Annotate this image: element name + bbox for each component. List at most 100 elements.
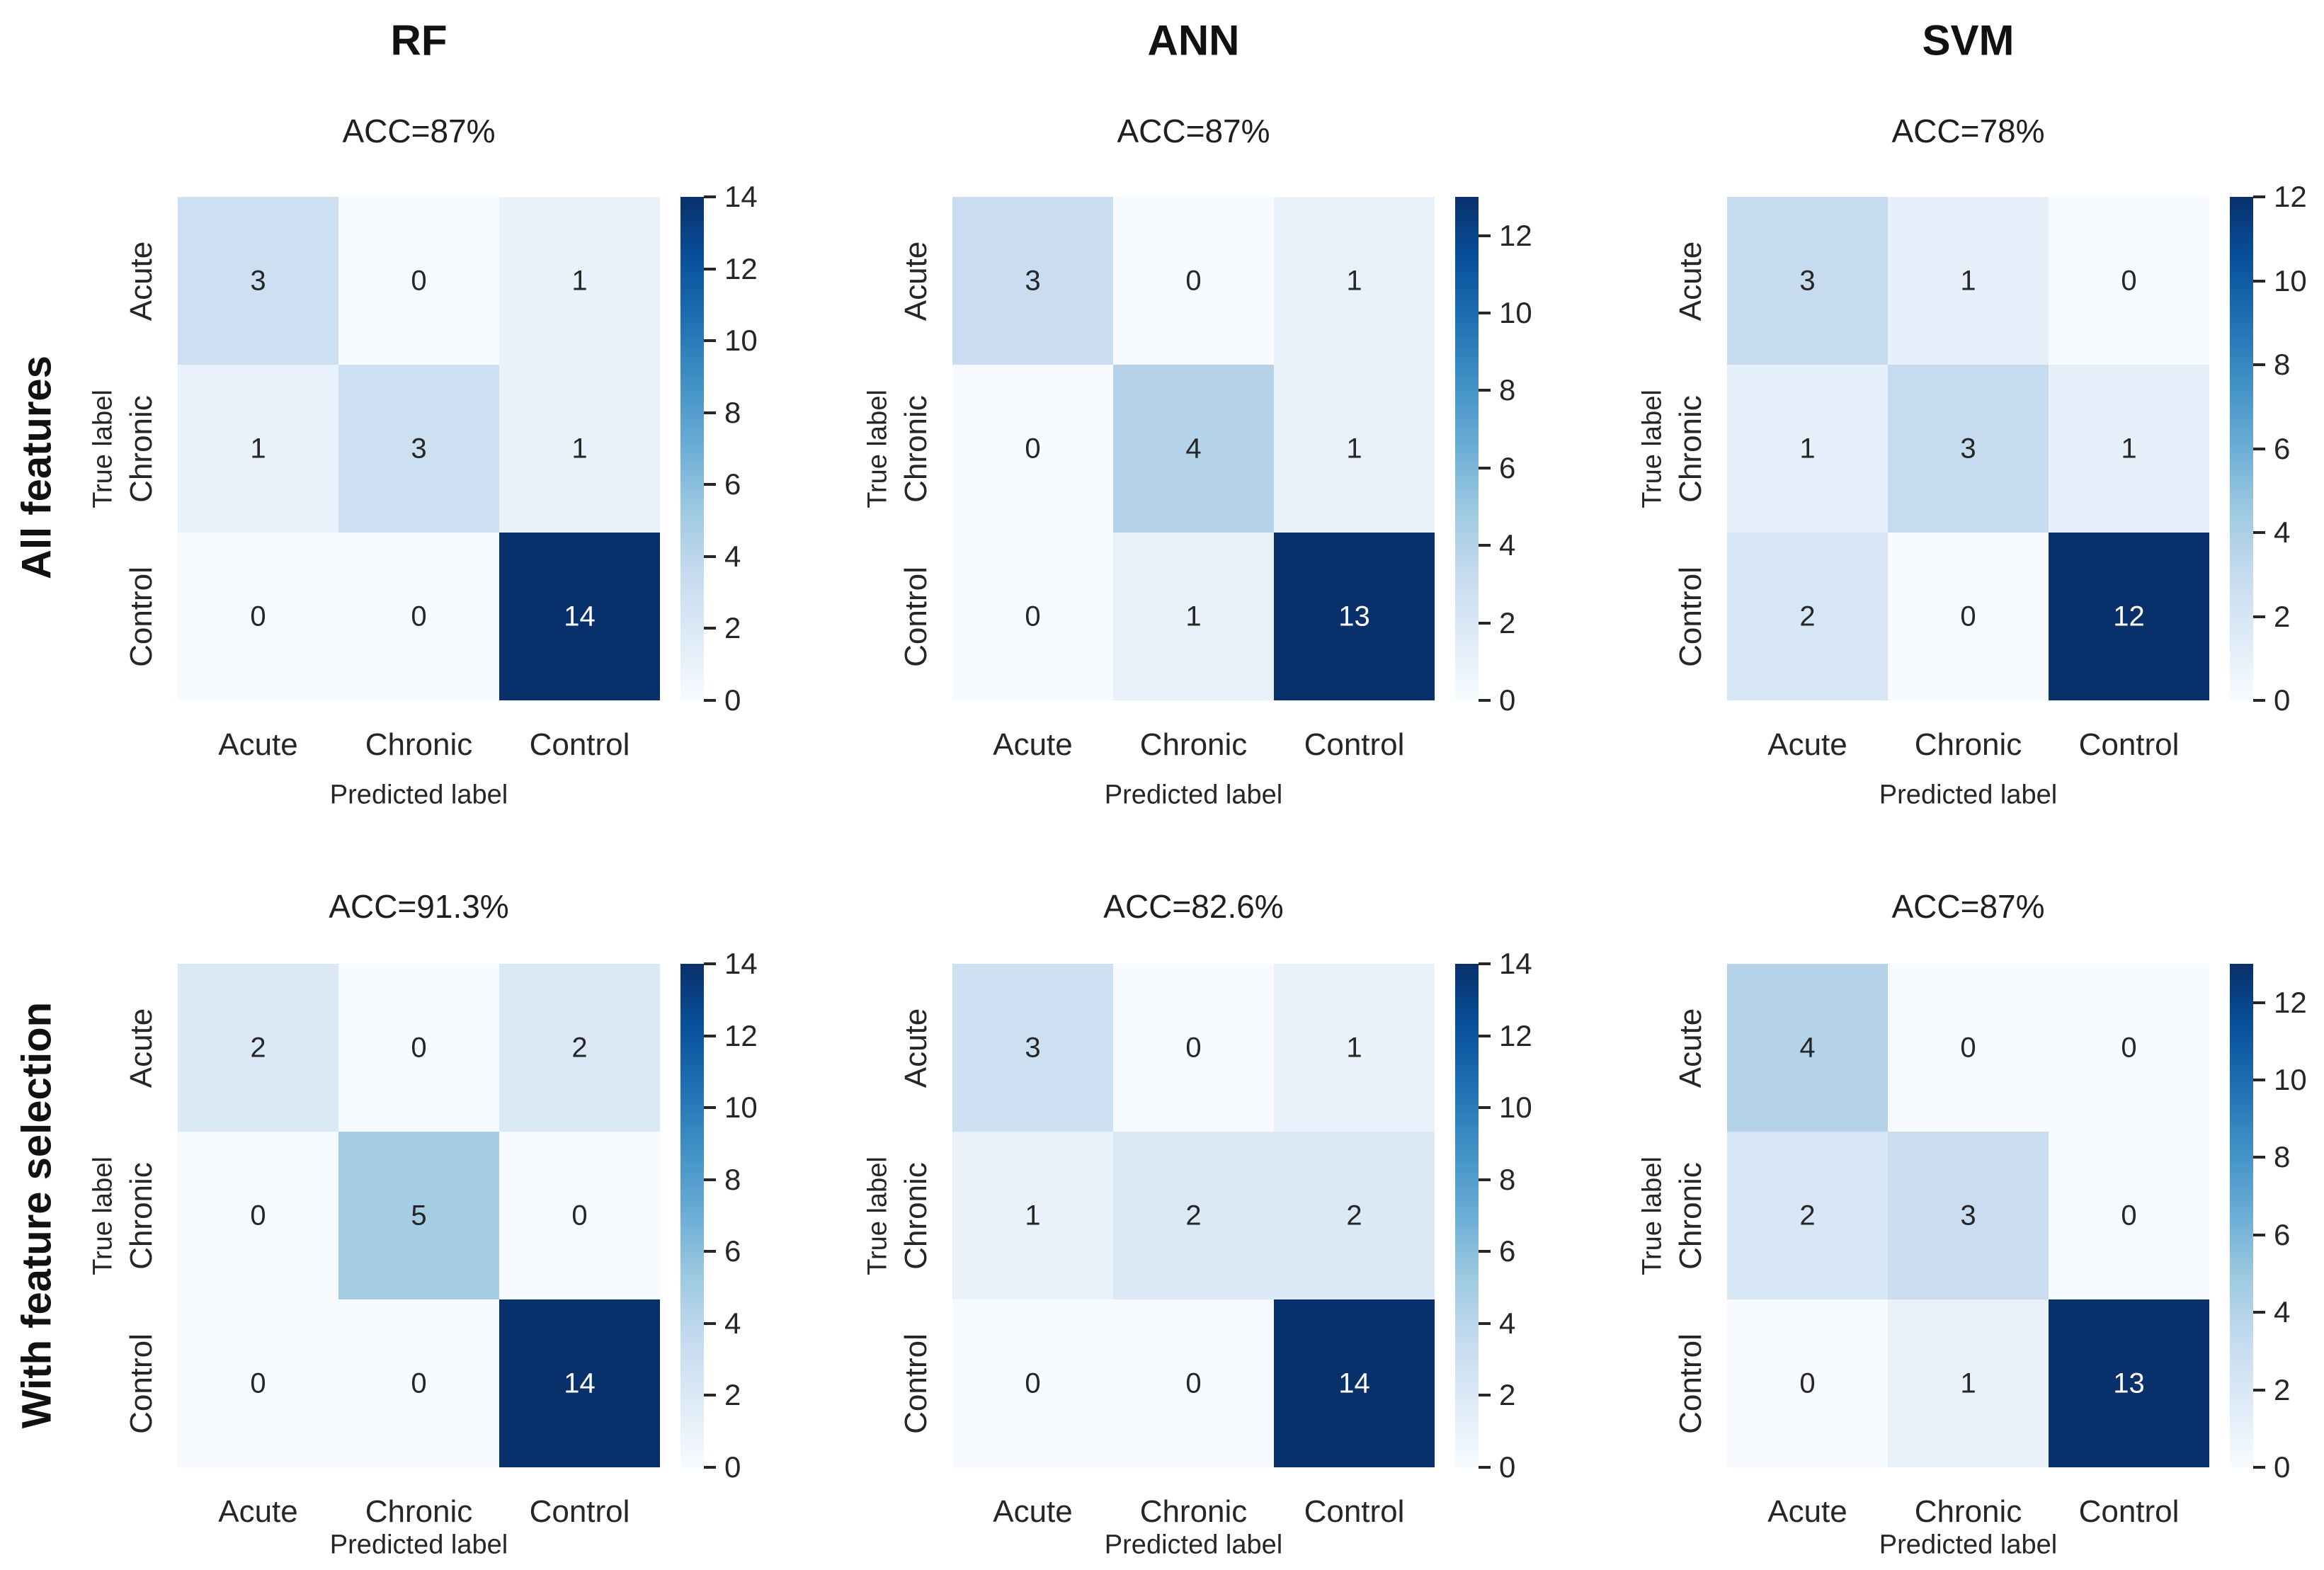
colorbar-tick-label: 10 xyxy=(724,324,758,358)
cell-value: 2 xyxy=(1799,601,1816,632)
colorbar-tick-label: 12 xyxy=(1499,1018,1532,1052)
heatmap-cell-acute-control: 0 xyxy=(2049,197,2209,365)
x-tick-label-chronic: Chronic xyxy=(1914,727,2022,762)
heatmap-cell-chronic-chronic: 5 xyxy=(338,1132,499,1299)
cell-value: 1 xyxy=(1346,1032,1362,1063)
cell-value: 0 xyxy=(1185,1032,1202,1063)
panel-title: RF xyxy=(390,16,448,64)
cell-value: 0 xyxy=(250,601,266,632)
heatmap-cell-control-acute: 0 xyxy=(178,533,338,700)
panel-ann-all-features: ANN ACC=87% 3 0 1 0 4 1 0 1 13 Acute Chronic Control T… xyxy=(775,0,1549,810)
cell-value: 2 xyxy=(571,1032,588,1063)
colorbar-tick-label: 4 xyxy=(724,539,741,573)
y-tick-label-control: Control xyxy=(899,566,933,667)
colorbar-tick xyxy=(1479,1106,1491,1110)
colorbar-tick xyxy=(2253,615,2265,618)
heatmap-cell-chronic-chronic: 2 xyxy=(1113,1132,1274,1299)
colorbar-tick-label: 8 xyxy=(2274,348,2291,381)
y-axis-title: True label xyxy=(88,389,118,508)
heatmap-cell-acute-acute: 3 xyxy=(178,197,338,365)
confusion-matrix-heatmap: 3 0 1 1 2 2 0 0 14 xyxy=(952,964,1435,1467)
y-axis-title: True label xyxy=(862,1156,893,1275)
colorbar-tick xyxy=(704,1250,716,1253)
cell-value: 14 xyxy=(564,601,596,632)
heatmap-cell-chronic-control: 1 xyxy=(499,365,660,533)
colorbar-tick xyxy=(704,483,716,487)
y-tick-label-control: Control xyxy=(124,566,159,667)
heatmap-cell-control-chronic: 0 xyxy=(338,1299,499,1467)
colorbar-tick-label: 8 xyxy=(724,395,741,429)
cell-value: 0 xyxy=(1025,433,1041,464)
colorbar-tick xyxy=(1479,962,1491,965)
y-tick-label-acute: Acute xyxy=(899,241,933,321)
heatmap-cell-acute-chronic: 0 xyxy=(1888,964,2049,1132)
cell-value: 14 xyxy=(564,1367,596,1399)
heatmap-cell-chronic-acute: 1 xyxy=(1727,365,1888,533)
colorbar-tick-label: 12 xyxy=(724,1018,758,1052)
cell-value: 0 xyxy=(2121,265,2137,296)
heatmap-cell-acute-acute: 4 xyxy=(1727,964,1888,1132)
colorbar-tick-label: 12 xyxy=(1499,218,1532,252)
y-tick-label-acute: Acute xyxy=(1673,241,1708,321)
x-axis-title: Predicted label xyxy=(329,1530,508,1560)
cell-value: 14 xyxy=(1338,1367,1370,1399)
panel-title: SVM xyxy=(1922,16,2015,64)
cell-value: 0 xyxy=(571,1200,588,1231)
colorbar-tick-label: 8 xyxy=(724,1162,741,1196)
colorbar-tick-label: 0 xyxy=(1499,1450,1516,1484)
heatmap-cell-acute-acute: 2 xyxy=(178,964,338,1132)
heatmap-cell-chronic-chronic: 3 xyxy=(338,365,499,533)
colorbar-tick xyxy=(704,339,716,343)
x-axis-title: Predicted label xyxy=(329,780,508,810)
heatmap-cell-chronic-acute: 1 xyxy=(178,365,338,533)
colorbar-tick-label: 6 xyxy=(2274,1217,2291,1251)
colorbar xyxy=(1455,964,1479,1467)
x-axis-title: Predicted label xyxy=(1879,1530,2058,1560)
colorbar-tick-label: 10 xyxy=(724,1091,758,1125)
colorbar-tick-label: 4 xyxy=(2274,1295,2291,1329)
colorbar xyxy=(680,197,704,700)
colorbar-tick xyxy=(704,1178,716,1181)
colorbar-tick xyxy=(704,1106,716,1110)
colorbar-tick-label: 8 xyxy=(1499,1162,1516,1196)
colorbar-tick xyxy=(1479,234,1491,237)
y-tick-label-acute: Acute xyxy=(124,241,159,321)
colorbar-tick xyxy=(704,1321,716,1325)
cell-value: 1 xyxy=(250,433,266,464)
colorbar-tick xyxy=(2253,1311,2265,1314)
heatmap-cell-control-acute: 0 xyxy=(1727,1299,1888,1467)
colorbar-tick-label: 0 xyxy=(724,1450,741,1484)
colorbar-tick xyxy=(1479,1394,1491,1397)
colorbar-tick xyxy=(2253,195,2265,198)
heatmap-cell-chronic-chronic: 3 xyxy=(1888,365,2049,533)
heatmap-cell-chronic-control: 1 xyxy=(2049,365,2209,533)
heatmap-cell-acute-acute: 3 xyxy=(952,197,1113,365)
heatmap-cell-chronic-control: 0 xyxy=(499,1132,660,1299)
colorbar-tick xyxy=(1479,544,1491,547)
x-tick-label-chronic: Chronic xyxy=(365,727,473,762)
cell-value: 1 xyxy=(1799,433,1816,464)
colorbar-tick xyxy=(2253,363,2265,366)
heatmap-cell-acute-control: 1 xyxy=(1274,964,1435,1132)
cell-value: 0 xyxy=(1025,1367,1041,1399)
colorbar-tick-label: 12 xyxy=(724,251,758,285)
colorbar-tick-label: 14 xyxy=(724,947,758,980)
colorbar-tick-label: 12 xyxy=(2274,180,2307,213)
accuracy-label: ACC=82.6% xyxy=(1103,888,1284,925)
heatmap-cell-control-chronic: 1 xyxy=(1888,1299,2049,1467)
heatmap-cell-control-chronic: 0 xyxy=(1888,533,2049,700)
cell-value: 4 xyxy=(1799,1032,1816,1063)
cell-value: 2 xyxy=(1799,1200,1816,1231)
panel-title: ANN xyxy=(1147,16,1240,64)
cell-value: 1 xyxy=(1025,1200,1041,1231)
cell-value: 3 xyxy=(250,265,266,296)
cell-value: 0 xyxy=(1025,601,1041,632)
heatmap-cell-acute-chronic: 0 xyxy=(338,964,499,1132)
x-tick-label-control: Control xyxy=(2078,727,2180,762)
colorbar-tick xyxy=(2253,1388,2265,1392)
colorbar-tick xyxy=(2253,1466,2265,1469)
heatmap-cell-control-control: 13 xyxy=(1274,533,1435,700)
heatmap-cell-chronic-control: 1 xyxy=(1274,365,1435,533)
colorbar-tick-label: 2 xyxy=(2274,599,2291,633)
x-tick-label-control: Control xyxy=(529,1494,630,1529)
